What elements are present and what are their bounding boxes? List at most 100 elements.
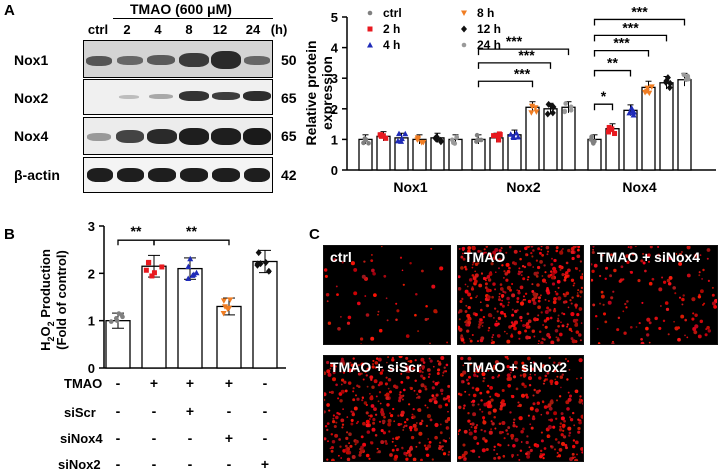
fluorescent-cell [447, 384, 451, 388]
fluorescent-cell [472, 276, 477, 281]
fluorescent-cell [432, 380, 435, 383]
fluorescent-cell [576, 254, 581, 259]
fluorescent-cell [492, 250, 497, 255]
fluorescent-cell [362, 442, 367, 447]
fluorescent-cell [493, 445, 496, 448]
fluorescent-cell [370, 404, 375, 408]
fluorescent-cell [540, 431, 543, 434]
fluorescent-cell [510, 394, 513, 397]
fluorescent-cell [550, 262, 554, 266]
fluorescent-cell [404, 421, 407, 424]
fluorescent-cell [506, 269, 511, 274]
fluorescent-cell [506, 377, 511, 381]
fluorescent-cell [352, 387, 355, 390]
fluorescent-cell [704, 333, 708, 337]
data-point [190, 271, 197, 277]
fluorescent-cell [443, 366, 446, 369]
condition-sign: - [187, 456, 193, 472]
fluorescent-cell [492, 408, 497, 413]
fluorescent-cell [337, 454, 340, 457]
fluorescent-cell [498, 422, 502, 426]
data-point [474, 132, 480, 138]
protein-expression-chart: 0 1 2 3 4 5 Relative proteinexpression Nox1 Nox2… [303, 3, 716, 195]
fluorescent-cell [559, 425, 562, 428]
fluorescent-cell [505, 429, 508, 432]
fluorescent-cell [503, 330, 506, 333]
legend-marker [367, 42, 373, 48]
fluorescent-cell [549, 316, 553, 320]
fluorescent-cell [512, 444, 516, 448]
fluorescent-cell [567, 268, 571, 273]
fluorescent-cell [552, 425, 556, 429]
fluorescent-cell [389, 453, 393, 457]
fluorescent-cell [522, 298, 525, 301]
fluorescent-cell [526, 278, 529, 281]
fluorescent-cell [518, 267, 521, 270]
fluorescent-cell [478, 283, 483, 288]
fluorescent-cell [446, 341, 449, 344]
fluorescent-cell [667, 333, 670, 336]
fluorescent-cell [339, 370, 342, 373]
fluorescent-cell [338, 412, 341, 416]
fluorescent-cell [648, 321, 652, 325]
fluorescent-cell [533, 335, 536, 338]
fluorescent-cell [550, 340, 555, 345]
fluorescent-cell [438, 441, 442, 444]
condition-sign: - [262, 375, 268, 391]
bar [525, 106, 540, 171]
fluorescent-cell [519, 315, 523, 320]
fluorescent-cell [539, 294, 542, 297]
fluorescent-cell [332, 414, 335, 417]
fluorescent-cell [506, 296, 510, 301]
lane-24h: 24 [245, 22, 261, 37]
fluorescent-cell [499, 302, 503, 306]
y-axis-label-part: 2 [46, 336, 56, 341]
fluorescent-cell [376, 447, 379, 450]
fluorescent-cell [340, 383, 343, 386]
fluorescent-cell [546, 290, 551, 295]
bar [659, 82, 674, 171]
fluorescent-cell [496, 310, 499, 313]
fluorescent-cell [570, 250, 575, 254]
data-point [383, 135, 389, 141]
fluorescent-cell [486, 274, 491, 279]
fluorescent-cell [509, 411, 512, 414]
fluorescent-cell [491, 295, 494, 299]
treatment-label: TMAO (600 μM) [130, 1, 232, 17]
fluorescent-cell [329, 367, 332, 370]
y-axis-label: Relative proteinexpression [303, 40, 335, 145]
fluorescent-cell [564, 357, 567, 361]
data-point [533, 109, 540, 115]
fluorescent-cell [546, 253, 549, 256]
fluorescent-cell [409, 262, 412, 265]
fluorescent-cell [482, 315, 486, 319]
fluor-label-ctrl: ctrl [330, 249, 352, 265]
fluorescent-cell [545, 316, 550, 321]
fluorescent-cell [520, 274, 523, 276]
legend-marker [367, 26, 373, 32]
fluorescent-cell [707, 279, 710, 282]
fluorescent-cell [532, 402, 536, 406]
fluorescent-cell [391, 440, 394, 443]
fluorescent-cell [518, 270, 520, 273]
lane-12h: 12 [212, 22, 228, 37]
fluorescent-cell [444, 439, 448, 443]
fluorescent-cell [678, 261, 683, 266]
fluorescent-cell [333, 259, 336, 262]
fluorescent-cell [625, 306, 628, 309]
fluorescent-cell [355, 440, 358, 444]
blot-name-nox2: Nox2 [14, 90, 49, 106]
fluorescent-cell [707, 329, 712, 333]
fluorescent-cell [490, 420, 493, 423]
fluorescent-cell [558, 428, 563, 432]
fluorescent-cell [557, 286, 560, 289]
significance-bracket [477, 80, 534, 88]
fluorescent-cell [501, 420, 506, 426]
fluorescent-cell [460, 338, 465, 342]
fluorescent-cell [706, 257, 709, 260]
fluorescent-cell [420, 357, 425, 362]
fluorescent-cell [335, 383, 338, 387]
fluorescent-cell [519, 250, 521, 253]
fluorescent-cell [523, 265, 527, 269]
fluorescent-cell [473, 279, 478, 284]
